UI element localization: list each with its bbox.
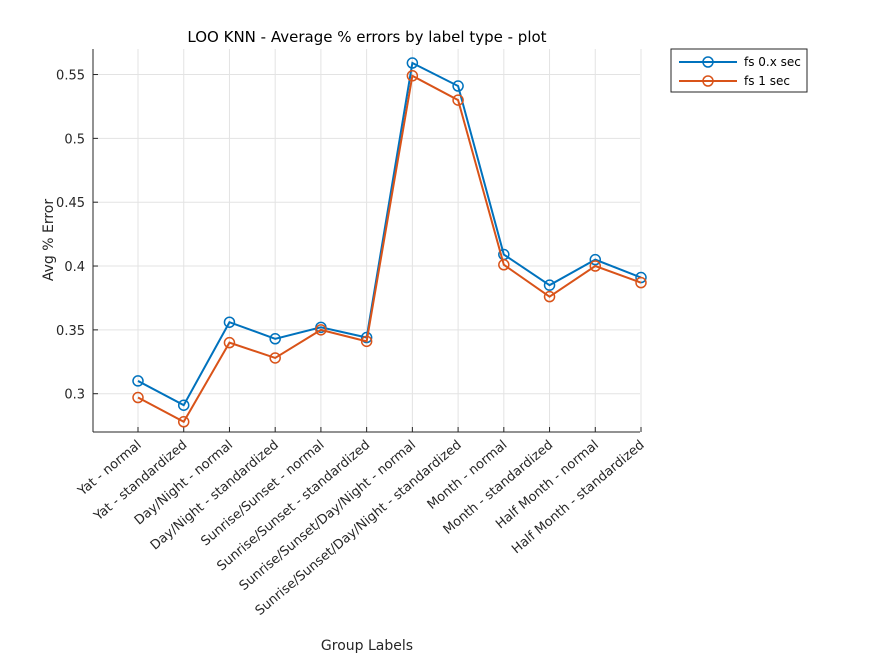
data-point [452,94,464,106]
data-point [543,279,556,291]
legend-label: fs 1 sec [744,74,790,88]
y-tick-labels: 0.3 0.35 0.4 0.45 0.5 0.55 [56,69,85,403]
data-point [132,391,144,404]
series-line [137,61,642,407]
y-tick-label: 0.3 [64,388,85,403]
y-tick-label: 0.5 [64,132,85,147]
legend-marker [702,75,714,87]
legend-label: fs 0.x sec [744,55,801,69]
data-point [589,253,602,266]
legend-box [670,48,808,93]
data-point [543,290,556,303]
x-axis-label: Group Labels [321,638,413,654]
data-point [589,260,602,272]
data-point [223,336,236,349]
data-point [498,259,510,271]
data-point [132,375,144,387]
data-point [177,399,190,411]
legend: fs 0.x sec fs 1 sec [670,48,808,93]
data-point [315,324,327,336]
grid [93,49,642,432]
legend-marker [702,56,714,68]
plot-area [132,57,647,428]
series-0 [132,57,647,411]
data-point [406,70,419,82]
y-tick-label: 0.55 [56,69,85,84]
data-point [177,416,190,428]
y-tick-label: 0.35 [56,324,85,339]
data-point [406,57,419,69]
y-tick-label: 0.45 [56,196,85,211]
series-1 [132,70,647,428]
data-point [635,276,647,289]
series-line [137,74,642,424]
chart-title: LOO KNN - Average % errors by label type… [187,28,546,46]
data-point [223,316,236,328]
data-point [360,331,373,344]
data-point [269,352,281,364]
y-axis-label: Avg % Error [41,199,57,282]
axes [92,49,642,433]
y-tick-label: 0.4 [64,260,85,275]
data-point [360,335,373,348]
data-point [452,80,464,92]
data-point [269,333,281,345]
